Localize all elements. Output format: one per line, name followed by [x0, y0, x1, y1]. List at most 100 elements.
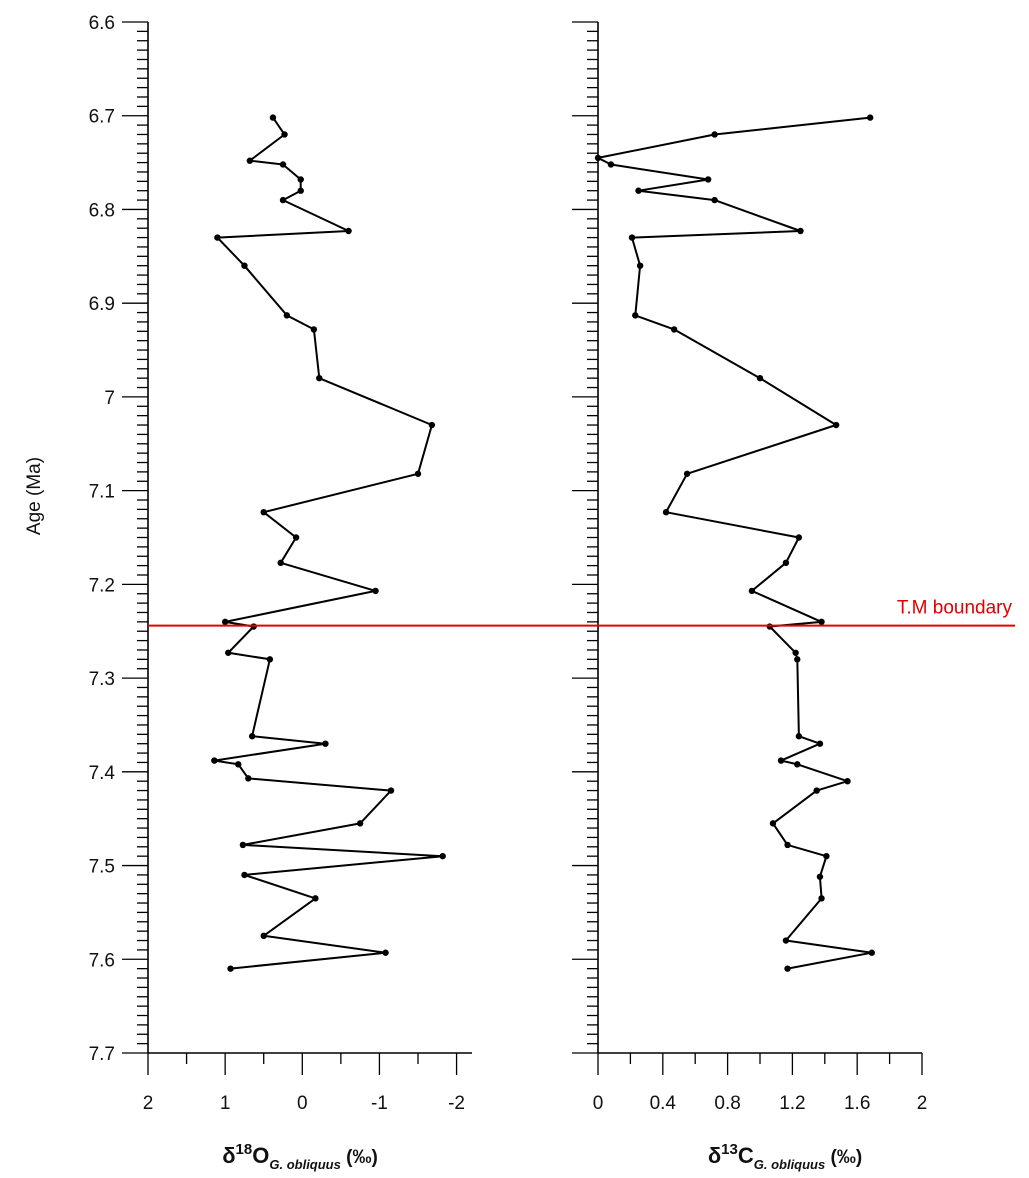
d13C-series-line — [597, 116, 873, 970]
x-tick-label: -1 — [371, 1093, 388, 1114]
d18O-data-point — [439, 852, 446, 860]
d18O-data-point — [269, 114, 277, 121]
d13C-data-point — [866, 114, 874, 121]
d13C-data-point — [868, 949, 875, 956]
y-tick-label: 7.6 — [89, 950, 115, 971]
d18o-label-species: G. obliquus — [269, 1157, 341, 1172]
d18O-data-point — [214, 234, 221, 241]
y-tick-label: 7.7 — [89, 1044, 115, 1065]
d18O-data-point — [211, 757, 218, 764]
d13C-data-point — [607, 161, 615, 168]
d18O-data-point — [279, 161, 287, 168]
d13C-data-point — [748, 587, 756, 595]
y-tick-label: 7.4 — [89, 763, 116, 784]
y-tick-label: 7.2 — [89, 575, 115, 596]
d18O-data-point — [281, 131, 288, 138]
d18o-label-delta: δ — [222, 1143, 235, 1168]
d18O-data-point — [345, 227, 352, 235]
d18o-axis-label: δ18OG. obliquus (‰) — [222, 1141, 378, 1172]
d13C-data-point — [662, 508, 670, 516]
d18O-data-point — [245, 775, 252, 782]
x-tick-label: 0.8 — [714, 1093, 740, 1114]
d13C-data-point — [628, 234, 636, 241]
d18O-data-point — [414, 470, 422, 477]
x-tick-label: 2 — [143, 1093, 154, 1114]
y-axis-label: Age (Ma) — [24, 457, 45, 535]
d18O-data-point — [248, 733, 256, 740]
boundary-label: T.M boundary — [897, 598, 1013, 619]
d13c-panel: 0 0.4 0.8 1.2 1.6 2 — [572, 21, 927, 1114]
d13c-axis-label: δ13CG. obliquus (‰) — [708, 1141, 862, 1172]
d13C-data-point — [795, 534, 803, 541]
d18O-data-point — [356, 820, 364, 827]
d18O-data-point — [312, 895, 319, 902]
d13C-data-point — [683, 470, 691, 477]
d13c-label-unit: (‰) — [825, 1147, 862, 1168]
d18O-data-point — [382, 949, 389, 956]
d18O-data-point — [221, 618, 229, 626]
d13C-data-point — [816, 740, 824, 747]
d18O-data-point — [239, 841, 247, 849]
d13C-data-point — [797, 227, 804, 235]
d18O-data-point — [246, 157, 254, 164]
d13C-data-point — [594, 154, 602, 162]
d13C-data-point — [784, 841, 791, 849]
y-tick-label: 7.3 — [89, 669, 115, 690]
d13C-data-point — [816, 873, 824, 880]
d18o-label-element: O — [252, 1143, 269, 1168]
d18o-label-isotope: 18 — [236, 1141, 253, 1158]
d18O-data-point — [292, 534, 300, 541]
d13C-data-point — [777, 757, 785, 764]
d13C-data-point — [832, 421, 840, 429]
annotation-layer: T.M boundary — [148, 598, 1015, 627]
x-tick-label: 0 — [297, 1093, 308, 1114]
d18O-data-point — [235, 761, 242, 768]
d18O-data-point — [260, 508, 267, 516]
d18O-data-point — [297, 176, 304, 183]
d13c-label-delta: δ — [708, 1143, 721, 1168]
d13C-data-point — [782, 559, 790, 567]
d18o-panel: 6.6 6.7 6.8 6.9 7 7.1 7.2 7.3 7.4 7.5 7.6 7.7 2 1 0 -1 -… — [89, 13, 472, 1114]
x-tick-label: 1.6 — [844, 1093, 870, 1114]
d13C-data-point — [756, 374, 764, 382]
d18O-data-point — [225, 649, 232, 656]
d13C-data-point — [704, 176, 712, 183]
d13C-data-point — [794, 761, 801, 768]
d13C-data-point — [782, 937, 790, 944]
d18O-data-point — [277, 559, 284, 567]
d18O-series-line — [213, 117, 444, 970]
d18O-data-point — [372, 587, 379, 595]
d13C-data-point — [844, 777, 851, 785]
d13C-data-point — [711, 131, 718, 138]
d13C-data-point — [784, 965, 791, 972]
d13C-data-point — [795, 733, 803, 740]
d18O-data-point — [283, 312, 291, 319]
d18O-data-point — [260, 932, 267, 940]
x-tick-label: 1.2 — [779, 1093, 805, 1114]
y-tick-label: 6.6 — [89, 13, 115, 34]
d13c-label-species: G. obliquus — [754, 1157, 826, 1172]
d18O-data-point — [428, 421, 436, 429]
d13C-data-point — [636, 262, 644, 269]
d18O-data-point — [387, 787, 395, 794]
y-tick-label: 7 — [104, 388, 115, 409]
x-tick-label: -2 — [448, 1093, 465, 1114]
d18O-data-point — [241, 871, 248, 879]
d13C-data-point — [632, 312, 639, 319]
d18O-data-point — [279, 196, 287, 204]
d13c-label-element: C — [738, 1143, 754, 1168]
x-tick-label: 0 — [593, 1093, 604, 1114]
y-tick-label: 6.9 — [89, 294, 115, 315]
x-tick-label: 1 — [220, 1093, 231, 1114]
d13C-data-point — [813, 787, 820, 794]
d18O-data-point — [266, 656, 274, 663]
d13C-data-point — [635, 187, 642, 194]
d18O-data-point — [227, 965, 234, 972]
d13C-data-point — [823, 852, 830, 860]
y-tick-label: 7.1 — [89, 482, 115, 503]
d18o-label-unit: (‰) — [341, 1147, 378, 1168]
d18O-data-point — [316, 374, 323, 382]
d13C-data-point — [794, 656, 801, 663]
d18O-data-point — [322, 740, 329, 747]
